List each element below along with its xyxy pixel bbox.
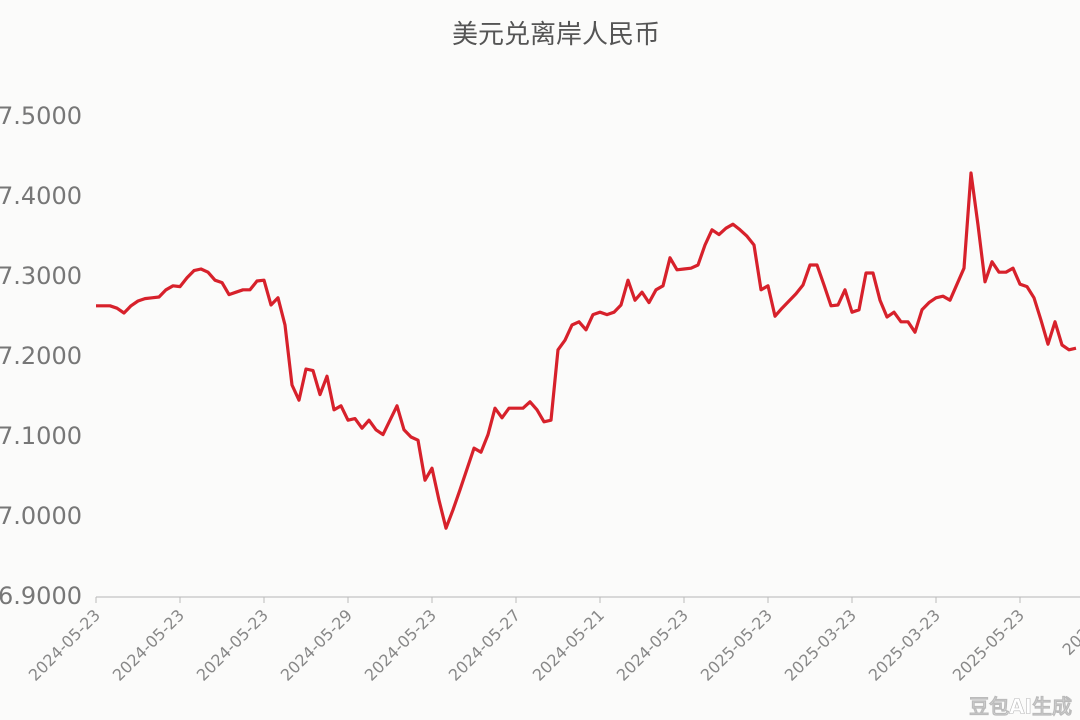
y-tick-label: 7.1000: [0, 422, 82, 450]
y-tick-label: 7.4000: [0, 182, 82, 210]
chart-title: 美元兑离岸人民币: [452, 20, 660, 50]
y-tick-label: 7.3000: [0, 262, 82, 290]
watermark: 豆包AI生成: [969, 695, 1072, 719]
y-tick-label: 7.0000: [0, 502, 82, 530]
y-tick-label: 7.5000: [0, 102, 82, 130]
y-tick-label: 7.2000: [0, 342, 82, 370]
series-line: [96, 171, 1077, 530]
y-tick-label: 6.9000: [0, 582, 82, 610]
